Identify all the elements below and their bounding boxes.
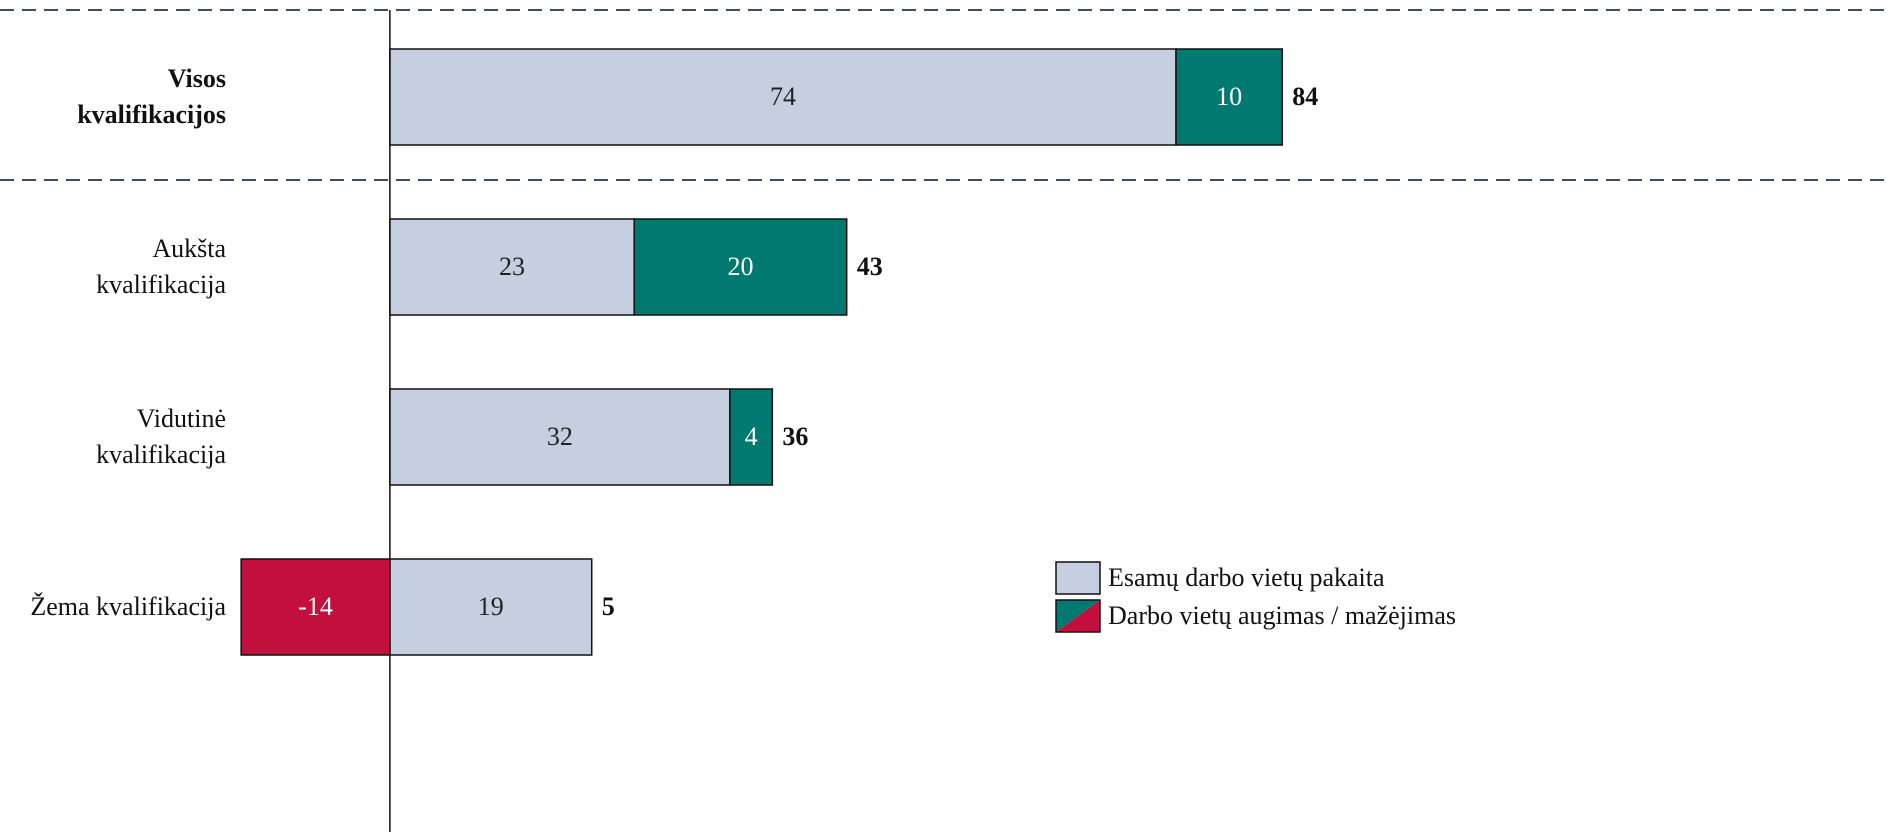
value-label: -14	[298, 592, 333, 621]
total-label: 84	[1292, 82, 1318, 111]
total-label: 5	[602, 592, 615, 621]
value-label: 32	[547, 422, 573, 451]
total-label: 36	[782, 422, 808, 451]
value-label: 20	[727, 252, 753, 281]
value-label: 23	[499, 252, 525, 281]
total-label: 43	[857, 252, 883, 281]
category-label: Visos kvalifikacijos	[77, 64, 226, 129]
legend-label: Darbo vietų augimas / mažėjimas	[1108, 601, 1456, 630]
category-label: Vidutinė kvalifikacija	[96, 404, 226, 469]
category-label: Aukšta kvalifikacija	[96, 234, 226, 299]
bar-segment	[1175, 48, 1284, 146]
legend-label: Esamų darbo vietų pakaita	[1108, 563, 1385, 592]
legend-swatch-border	[1055, 599, 1101, 633]
category-label: Žema kvalifikacija	[30, 592, 226, 621]
bar-segment	[240, 558, 391, 656]
value-label: 74	[770, 82, 796, 111]
value-label: 10	[1216, 82, 1242, 111]
bar-segment	[633, 218, 848, 316]
value-label: 4	[745, 422, 758, 451]
bar-segment	[729, 388, 774, 486]
legend-swatch	[1055, 561, 1101, 595]
bar-segment	[389, 48, 1177, 146]
legend-swatch	[1056, 600, 1100, 632]
value-label: 19	[478, 592, 504, 621]
